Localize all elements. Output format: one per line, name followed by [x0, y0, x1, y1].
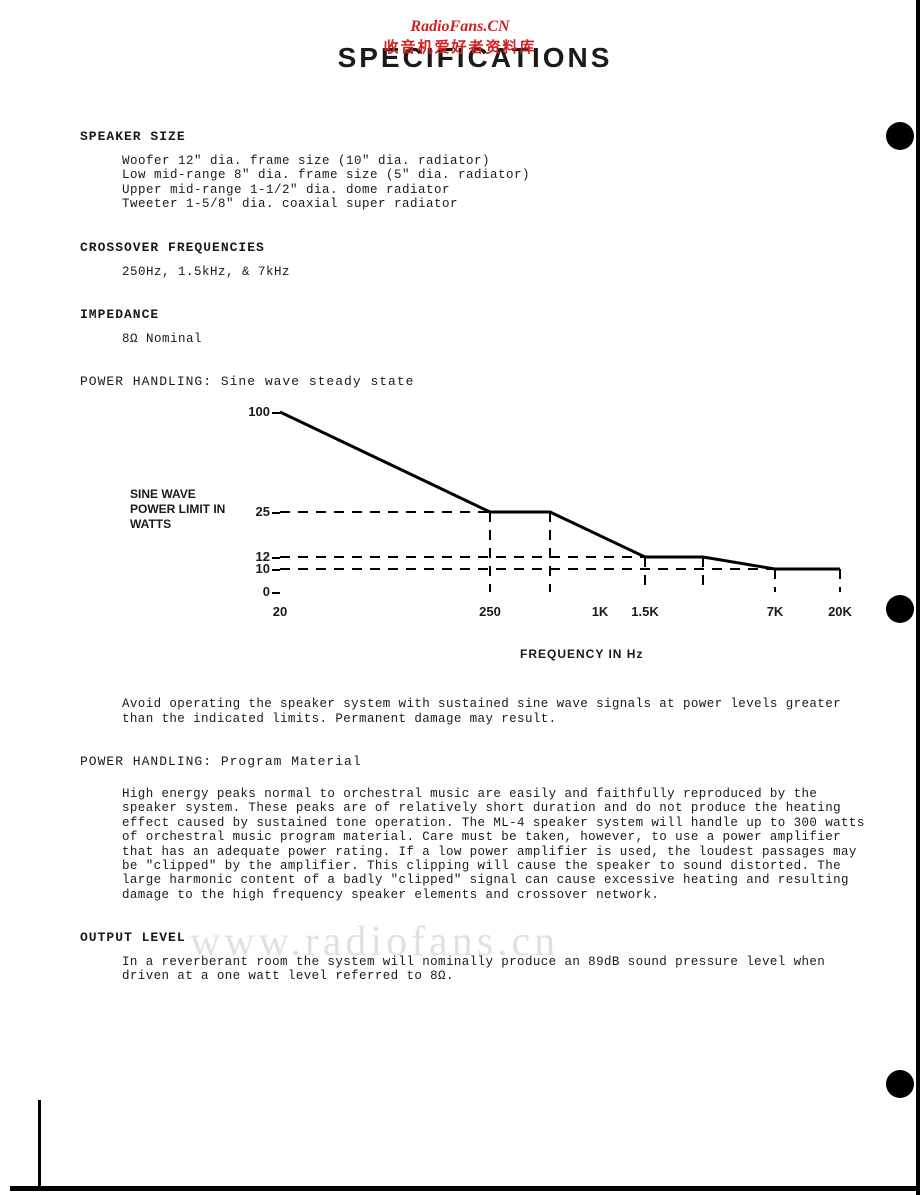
- y-axis-label: SINE WAVE POWER LIMIT IN WATTS: [130, 487, 240, 532]
- x-axis-label: FREQUENCY IN Hz: [520, 647, 643, 661]
- section-head-speaker-size: SPEAKER SIZE: [80, 129, 870, 144]
- scan-edge-bottom: [10, 1186, 920, 1191]
- scan-edge-left: [38, 1100, 41, 1190]
- x-tick-label: 7K: [767, 604, 784, 619]
- section-head-impedance: IMPEDANCE: [80, 307, 870, 322]
- section-head-crossover: CROSSOVER FREQUENCIES: [80, 240, 870, 255]
- watermark-top: RadioFans.CN: [410, 18, 509, 36]
- section-head-output: OUTPUT LEVEL: [80, 930, 870, 945]
- y-tick-mark: [272, 557, 280, 559]
- y-tick-label: 10: [238, 561, 270, 576]
- power-handling-sine-head: POWER HANDLING: Sine wave steady state: [80, 374, 870, 389]
- watermark-cn: 收音机爱好者资料库: [383, 36, 536, 57]
- y-tick-label: 0: [238, 584, 270, 599]
- section-body-impedance: 8Ω Nominal: [122, 332, 870, 346]
- x-tick-label: 1K: [592, 604, 609, 619]
- y-tick-label: 25: [238, 504, 270, 519]
- section-body-crossover: 250Hz, 1.5kHz, & 7kHz: [122, 265, 870, 279]
- section-body-speaker-size: Woofer 12" dia. frame size (10" dia. rad…: [122, 154, 870, 212]
- section-body-output: In a reverberant room the system will no…: [122, 955, 870, 984]
- chart-power-curve: [280, 412, 840, 569]
- y-tick-mark: [272, 592, 280, 594]
- y-tick-mark: [272, 512, 280, 514]
- y-tick-mark: [272, 412, 280, 414]
- page: SPECIFICATIONS SPEAKER SIZE Woofer 12" d…: [0, 0, 920, 1042]
- chart-svg: [280, 407, 844, 596]
- x-tick-label: 20: [273, 604, 287, 619]
- x-tick-label: 1.5K: [631, 604, 658, 619]
- y-tick-mark: [272, 569, 280, 571]
- power-chart: SINE WAVE POWER LIMIT IN WATTS 100251210…: [140, 407, 870, 667]
- x-tick-label: 20K: [828, 604, 852, 619]
- punch-hole: [886, 1070, 914, 1098]
- power-sine-note: Avoid operating the speaker system with …: [122, 697, 870, 726]
- y-tick-label: 100: [238, 404, 270, 419]
- x-tick-label: 250: [479, 604, 501, 619]
- power-program-body: High energy peaks normal to orchestral m…: [122, 787, 870, 902]
- power-handling-program-head: POWER HANDLING: Program Material: [80, 754, 870, 769]
